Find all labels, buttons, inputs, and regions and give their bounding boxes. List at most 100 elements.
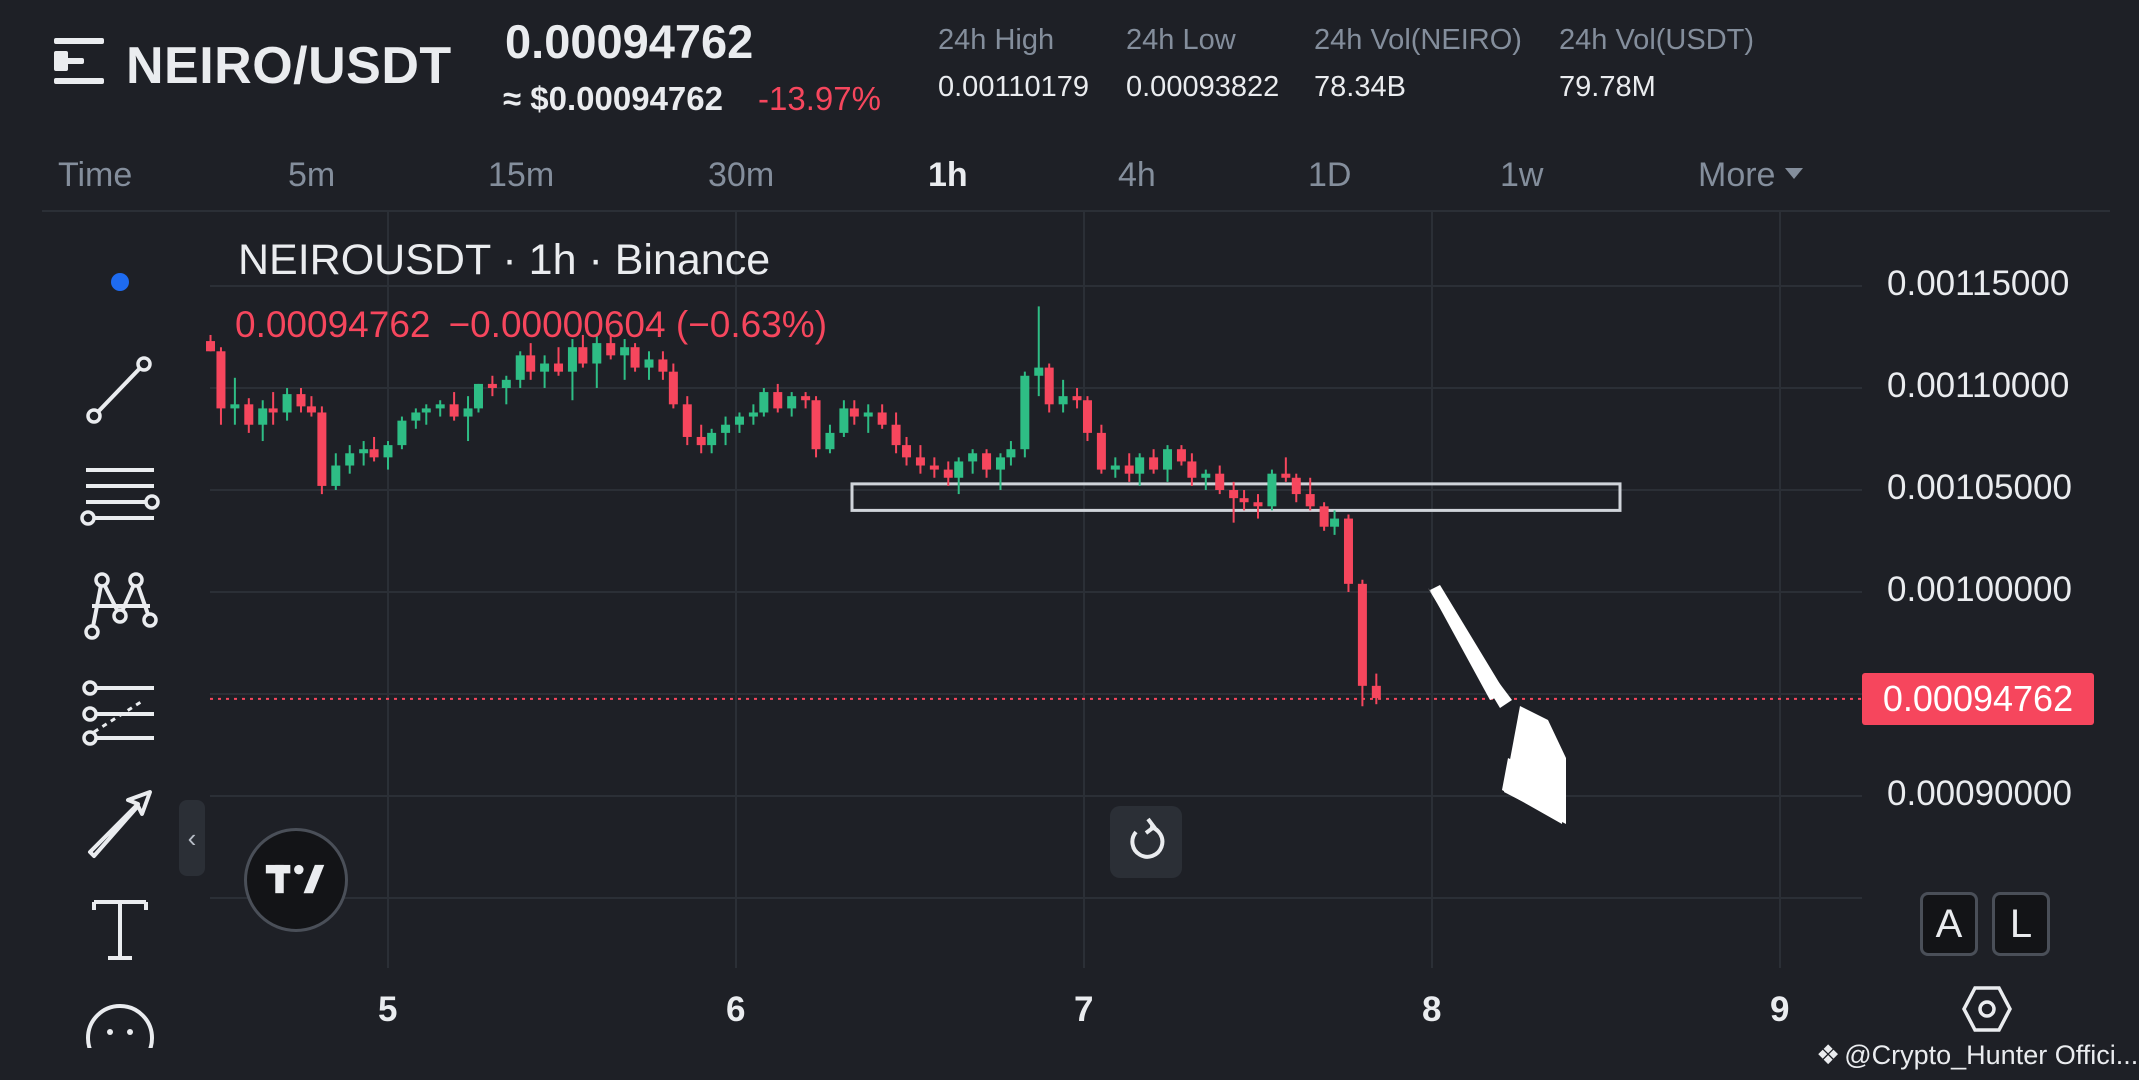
candle-body: [540, 363, 550, 372]
text-tool-icon[interactable]: [80, 890, 160, 970]
tab-1h[interactable]: 1h: [928, 156, 968, 194]
price-axis-label: 0.00090000: [1887, 774, 2072, 813]
tab-more[interactable]: More: [1698, 156, 1804, 195]
candle-body: [463, 408, 473, 417]
candle-body: [1176, 449, 1186, 462]
candle-body: [359, 449, 369, 454]
watermark: ❖ @Crypto_Hunter Offici...: [1816, 1040, 2138, 1071]
candle-body: [1058, 396, 1068, 405]
candle-body: [554, 363, 564, 372]
candle-body: [206, 341, 216, 352]
tab-1d[interactable]: 1D: [1308, 156, 1352, 194]
time-axis-label: 8: [1422, 990, 1442, 1029]
candle-body: [1305, 494, 1315, 507]
candle-body: [759, 392, 769, 413]
stat-24h-vol-base: 24h Vol(NEIRO) 78.34B: [1314, 24, 1522, 104]
candle-body: [630, 347, 640, 368]
candle-body: [929, 465, 939, 470]
candle-body: [1149, 457, 1159, 470]
stat-label: 24h Low: [1126, 24, 1236, 56]
candle-body: [383, 445, 393, 458]
price-axis-label: 0.00110000: [1887, 366, 2070, 405]
price-axis-label: 0.00105000: [1887, 468, 2072, 507]
candle-body: [1253, 502, 1263, 507]
candle-body: [696, 436, 706, 446]
candle-body: [707, 432, 717, 446]
header-divider: [42, 210, 2110, 212]
candle-body: [306, 406, 316, 413]
tab-4h[interactable]: 4h: [1118, 156, 1156, 194]
last-price: 0.00094762: [505, 15, 754, 68]
reset-chart-button[interactable]: [1110, 806, 1182, 878]
candle-body: [397, 420, 407, 446]
log-scale-button[interactable]: L: [1992, 892, 2050, 956]
candle-body: [915, 457, 925, 466]
pair-title[interactable]: NEIRO/USDT: [126, 37, 452, 95]
candle-body: [682, 404, 692, 437]
candle-body: [668, 371, 678, 405]
candle-body: [421, 408, 431, 413]
tab-time[interactable]: Time: [58, 156, 133, 194]
stat-value: 79.78M: [1559, 71, 1656, 103]
candle-body: [449, 404, 459, 417]
candle-body: [435, 404, 445, 409]
fib-tool-icon[interactable]: [80, 674, 160, 754]
candle-body: [216, 351, 226, 409]
line-tool-icon[interactable]: [80, 350, 160, 430]
tab-more-label: More: [1698, 156, 1776, 194]
candle-body: [787, 396, 797, 409]
candle-body: [1034, 367, 1044, 376]
reset-icon: [1130, 817, 1165, 859]
usd-price: ≈ $0.00094762: [503, 80, 723, 117]
current-price-tag: 0.00094762: [1862, 673, 2094, 725]
candle-body: [1229, 490, 1239, 499]
stat-label: 24h High: [938, 24, 1055, 56]
stat-24h-vol-quote: 24h Vol(USDT) 79.78M: [1559, 24, 1754, 104]
candle-body: [578, 347, 588, 364]
candle-body: [721, 424, 731, 433]
pattern-tool-icon[interactable]: [80, 566, 160, 646]
candle-body: [1044, 367, 1054, 405]
candle-body: [296, 394, 306, 407]
candle-body: [863, 412, 873, 417]
menu-icon[interactable]: [54, 38, 104, 84]
stat-label: 24h Vol(NEIRO): [1314, 24, 1522, 56]
legend-change: −0.00000604 (−0.63%): [448, 304, 828, 345]
candle-body: [1110, 465, 1120, 470]
candle-body: [411, 412, 421, 421]
price-axis-label: 0.00115000: [1887, 264, 2070, 303]
tab-15m[interactable]: 15m: [488, 156, 555, 194]
stat-value: 0.00110179: [938, 71, 1090, 103]
arrow-tool-icon[interactable]: [80, 782, 160, 862]
candle-body: [345, 453, 355, 466]
candle-body: [1343, 518, 1353, 584]
settings-hex-icon[interactable]: [1962, 984, 2012, 1034]
candle-body: [1020, 375, 1030, 450]
candle-body: [982, 453, 992, 470]
emoji-icon[interactable]: [80, 998, 160, 1048]
stat-label: 24h Vol(USDT): [1559, 24, 1755, 56]
stat-24h-high: 24h High 0.00110179: [938, 24, 1089, 104]
toolbar-collapse-handle[interactable]: ‹: [179, 800, 205, 876]
tradingview-logo: [244, 828, 348, 932]
candle-body: [526, 355, 536, 372]
horizontal-lines-icon[interactable]: [80, 458, 160, 538]
candle-body: [734, 416, 744, 425]
tab-1w[interactable]: 1w: [1500, 156, 1544, 194]
auto-scale-button[interactable]: A: [1920, 892, 1978, 956]
candle-body: [1096, 432, 1106, 470]
candle-body: [839, 408, 849, 433]
candle-body: [1239, 498, 1249, 503]
candle-body: [644, 359, 654, 368]
candle-body: [849, 408, 859, 417]
annotation-arrow-head: [1504, 706, 1566, 824]
tab-5m[interactable]: 5m: [288, 156, 336, 194]
caret-down-icon: [1785, 167, 1804, 179]
candle-body: [487, 383, 497, 388]
candle-body: [943, 469, 953, 478]
price-axis-label: 0.00100000: [1887, 570, 2072, 609]
candle-body: [515, 355, 525, 380]
candle-body: [268, 408, 278, 413]
tab-30m[interactable]: 30m: [708, 156, 775, 194]
